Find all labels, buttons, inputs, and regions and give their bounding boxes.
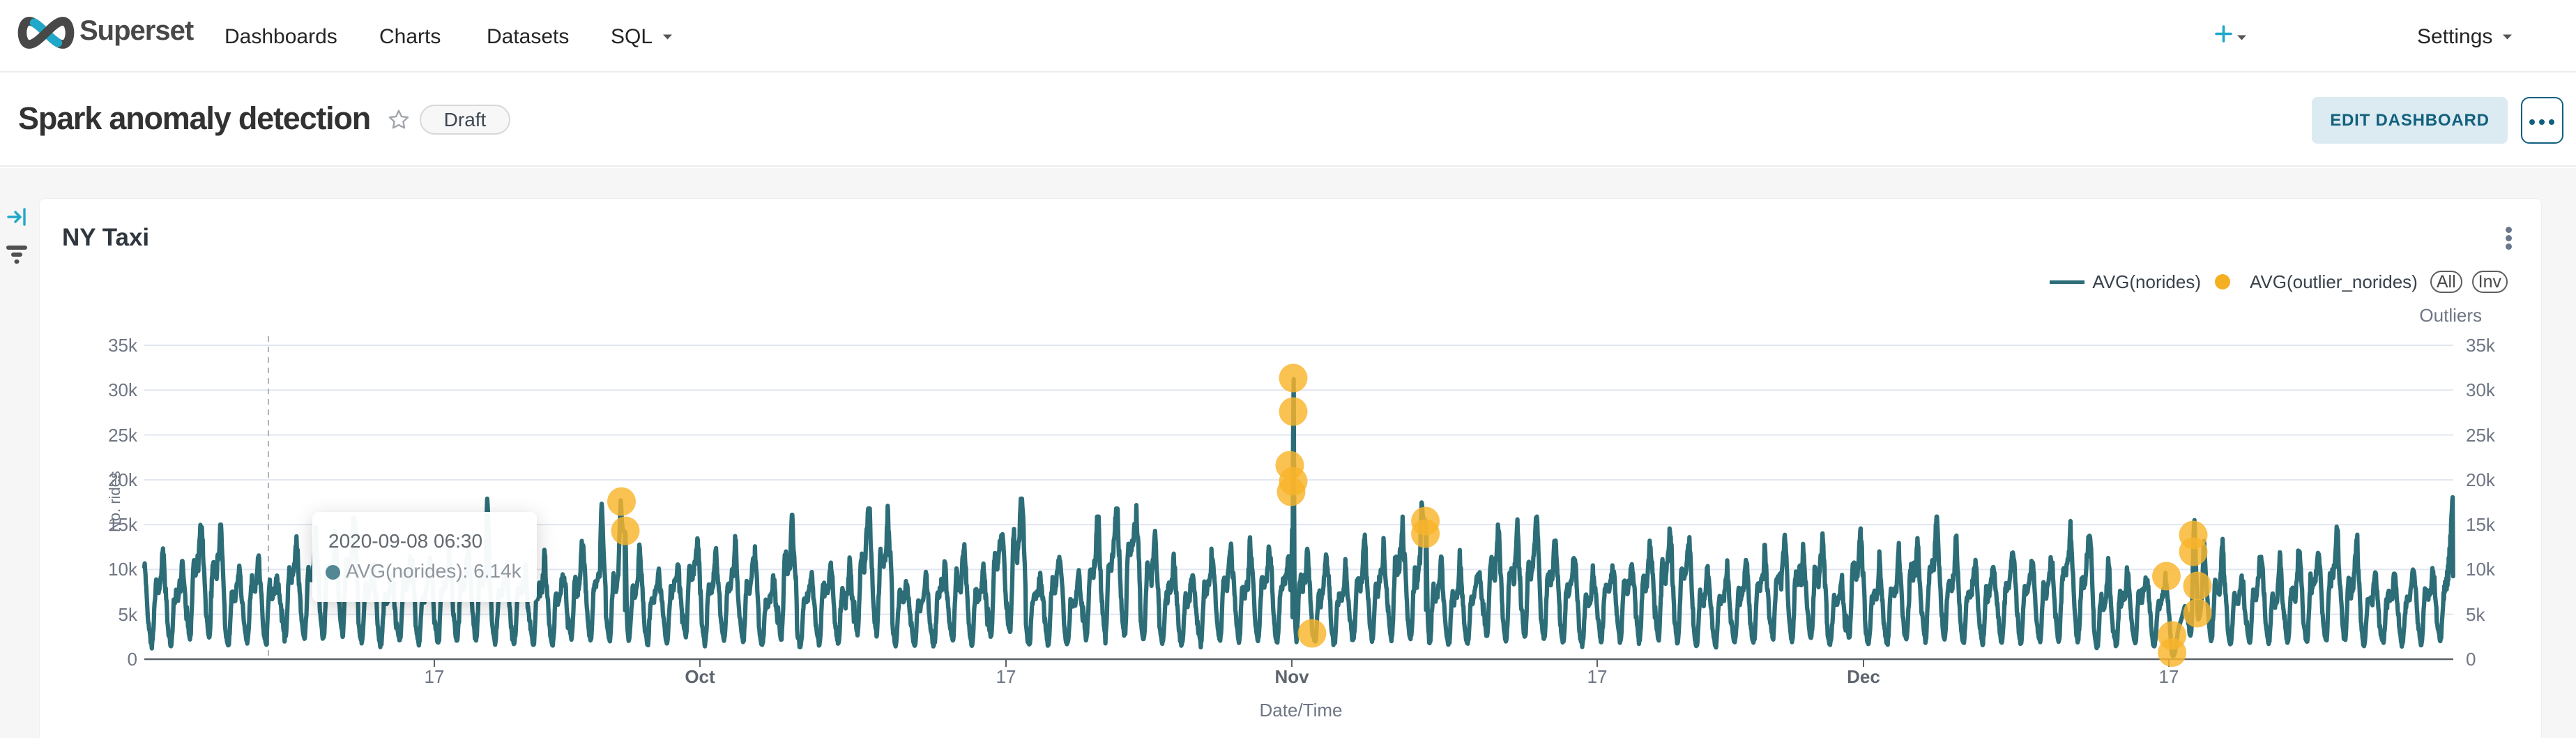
svg-text:25k: 25k xyxy=(2466,425,2496,446)
svg-text:17: 17 xyxy=(1587,666,1608,687)
svg-text:10k: 10k xyxy=(108,559,138,580)
svg-text:No. rides: No. rides xyxy=(106,471,123,532)
svg-text:30k: 30k xyxy=(2466,379,2496,400)
svg-text:5k: 5k xyxy=(119,604,138,625)
svg-text:0: 0 xyxy=(2466,649,2476,670)
svg-text:35k: 35k xyxy=(2466,335,2496,356)
svg-text:25k: 25k xyxy=(108,425,138,446)
svg-text:20k: 20k xyxy=(108,469,138,490)
svg-text:20k: 20k xyxy=(2466,469,2496,490)
svg-text:17: 17 xyxy=(996,666,1016,687)
svg-text:15k: 15k xyxy=(108,514,138,535)
svg-text:35k: 35k xyxy=(108,335,138,356)
svg-text:Nov: Nov xyxy=(1274,666,1309,687)
svg-text:10k: 10k xyxy=(2466,559,2496,580)
svg-text:Oct: Oct xyxy=(685,666,715,687)
svg-text:17: 17 xyxy=(2159,666,2179,687)
svg-text:17: 17 xyxy=(425,666,445,687)
svg-text:Date/Time: Date/Time xyxy=(1260,700,1343,721)
svg-text:0: 0 xyxy=(128,649,137,670)
svg-text:5k: 5k xyxy=(2466,604,2485,625)
svg-text:15k: 15k xyxy=(2466,514,2496,535)
svg-text:Dec: Dec xyxy=(1847,666,1880,687)
svg-text:30k: 30k xyxy=(108,379,138,400)
